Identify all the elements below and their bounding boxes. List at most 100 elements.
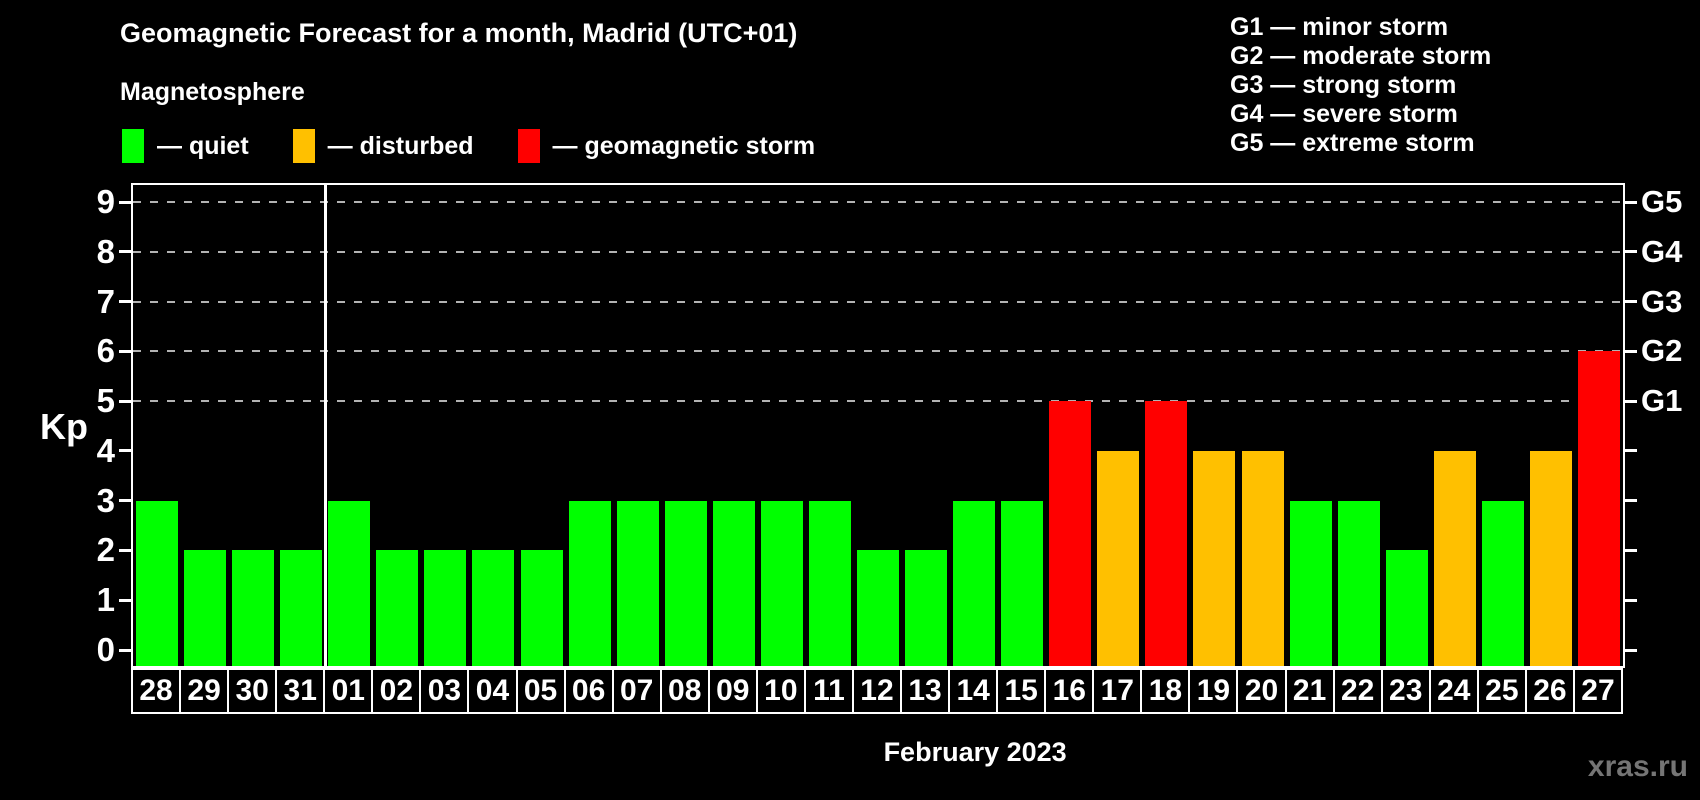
date-cell-05: 05 bbox=[515, 668, 566, 714]
ytick-mark-left-4 bbox=[119, 449, 131, 453]
bar-day-07 bbox=[616, 500, 659, 666]
date-cell-17: 17 bbox=[1092, 668, 1143, 714]
legend-item-storm: — geomagnetic storm bbox=[517, 129, 816, 163]
bar-day-16 bbox=[1049, 401, 1092, 666]
date-cell-19: 19 bbox=[1188, 668, 1239, 714]
watermark: xras.ru bbox=[1587, 750, 1688, 783]
ytick-mark-right-9 bbox=[1625, 200, 1637, 204]
legend-label-disturbed: — disturbed bbox=[327, 131, 474, 160]
bar-day-08 bbox=[664, 500, 707, 666]
y-axis-label: Kp bbox=[40, 406, 88, 447]
date-cell-09: 09 bbox=[707, 668, 758, 714]
legend-item-quiet: — quiet bbox=[122, 129, 249, 163]
bar-day-23 bbox=[1385, 550, 1428, 666]
date-cell-08: 08 bbox=[659, 668, 710, 714]
bar-day-20 bbox=[1241, 450, 1284, 666]
bar-day-21 bbox=[1289, 500, 1332, 666]
ytick-mark-right-3 bbox=[1625, 499, 1637, 503]
bar-day-11 bbox=[808, 500, 851, 666]
ytick-mark-right-4 bbox=[1625, 449, 1637, 453]
date-cell-04: 04 bbox=[467, 668, 518, 714]
ytick-mark-left-3 bbox=[119, 499, 131, 503]
month-label: February 2023 bbox=[883, 737, 1067, 767]
legend-swatch-disturbed-icon bbox=[292, 129, 315, 163]
ytick-label-1: 1 bbox=[96, 581, 115, 619]
bar-day-03 bbox=[424, 550, 467, 666]
date-cell-07: 07 bbox=[611, 668, 662, 714]
g-legend-row-g5: G5 — extreme storm bbox=[1230, 129, 1475, 157]
date-cell-26: 26 bbox=[1524, 668, 1575, 714]
ytick-mark-right-1 bbox=[1625, 598, 1637, 602]
bar-day-30 bbox=[232, 550, 275, 666]
ytick-mark-right-8 bbox=[1625, 250, 1637, 254]
bar-day-19 bbox=[1193, 450, 1236, 666]
ytick-mark-left-2 bbox=[119, 548, 131, 552]
bar-day-17 bbox=[1097, 450, 1140, 666]
ytick-label-6: 6 bbox=[96, 332, 115, 370]
date-cell-31: 31 bbox=[275, 668, 326, 714]
date-cell-30: 30 bbox=[227, 668, 278, 714]
bar-day-04 bbox=[472, 550, 515, 666]
legend-label-quiet: — quiet bbox=[157, 131, 249, 160]
g-axis-label-g2: G2 bbox=[1641, 333, 1683, 369]
ytick-label-3: 3 bbox=[96, 481, 115, 519]
ytick-mark-right-2 bbox=[1625, 548, 1637, 552]
date-cell-22: 22 bbox=[1332, 668, 1383, 714]
date-cell-06: 06 bbox=[563, 668, 614, 714]
ytick-label-0: 0 bbox=[96, 631, 115, 668]
g-legend-row-g2: G2 — moderate storm bbox=[1230, 42, 1492, 70]
ytick-mark-left-7 bbox=[119, 300, 131, 304]
bar-day-05 bbox=[520, 550, 563, 666]
bar-day-29 bbox=[184, 550, 227, 666]
chart-title: Geomagnetic Forecast for a month, Madrid… bbox=[120, 18, 798, 48]
g-axis-label-g1: G1 bbox=[1641, 383, 1683, 419]
month-separator bbox=[323, 185, 327, 666]
date-cell-02: 02 bbox=[371, 668, 422, 714]
g-axis-label-g4: G4 bbox=[1641, 233, 1683, 269]
bar-day-10 bbox=[760, 500, 803, 666]
ytick-label-4: 4 bbox=[96, 431, 115, 469]
date-cell-11: 11 bbox=[803, 668, 854, 714]
ytick-label-8: 8 bbox=[96, 232, 115, 270]
date-cell-14: 14 bbox=[948, 668, 999, 714]
date-cell-15: 15 bbox=[996, 668, 1047, 714]
date-cell-16: 16 bbox=[1044, 668, 1095, 714]
legend-label-storm: — geomagnetic storm bbox=[552, 131, 816, 160]
bar-day-15 bbox=[1001, 500, 1044, 666]
date-cell-25: 25 bbox=[1476, 668, 1527, 714]
legend-swatch-storm-icon bbox=[517, 129, 540, 163]
x-axis-date-row: 28 29 30 31 01 02 03 04 05 06 07 08 09 10 11 12 13 14 15 16… bbox=[131, 668, 1625, 714]
legend-swatch-quiet-icon bbox=[122, 129, 144, 163]
bar-day-31 bbox=[280, 550, 323, 666]
ytick-mark-left-6 bbox=[119, 349, 131, 353]
bar-day-26 bbox=[1529, 450, 1572, 666]
date-cell-12: 12 bbox=[851, 668, 903, 714]
date-cell-10: 10 bbox=[755, 668, 806, 714]
bar-day-22 bbox=[1337, 500, 1380, 666]
date-cell-20: 20 bbox=[1236, 668, 1287, 714]
bar-day-25 bbox=[1481, 500, 1524, 666]
date-cell-18: 18 bbox=[1140, 668, 1191, 714]
gridline-kp-6 bbox=[133, 350, 1623, 353]
legend-item-disturbed: — disturbed bbox=[292, 129, 474, 163]
magnetosphere-legend: — quiet — disturbed — geomagnetic storm bbox=[122, 129, 815, 163]
g-axis-label-g3: G3 bbox=[1641, 283, 1683, 319]
bar-day-01 bbox=[328, 500, 371, 666]
g-scale-legend: G1 — minor storm G2 — moderate storm G3 — … bbox=[1230, 13, 1491, 158]
date-cell-24: 24 bbox=[1428, 668, 1479, 714]
ytick-mark-right-7 bbox=[1625, 300, 1637, 304]
ytick-mark-right-0 bbox=[1625, 648, 1637, 652]
ytick-mark-right-5 bbox=[1625, 399, 1637, 403]
bar-day-06 bbox=[568, 500, 611, 666]
bar-day-24 bbox=[1433, 450, 1476, 666]
bar-day-14 bbox=[953, 500, 996, 666]
chart-subtitle: Magnetosphere bbox=[120, 78, 305, 106]
date-cell-13: 13 bbox=[900, 668, 951, 714]
date-cell-21: 21 bbox=[1284, 668, 1335, 714]
bar-day-02 bbox=[376, 550, 419, 666]
bar-day-09 bbox=[712, 500, 755, 666]
g-legend-row-g4: G4 — severe storm bbox=[1230, 100, 1458, 128]
ytick-label-5: 5 bbox=[96, 382, 115, 420]
date-cell-03: 03 bbox=[419, 668, 470, 714]
